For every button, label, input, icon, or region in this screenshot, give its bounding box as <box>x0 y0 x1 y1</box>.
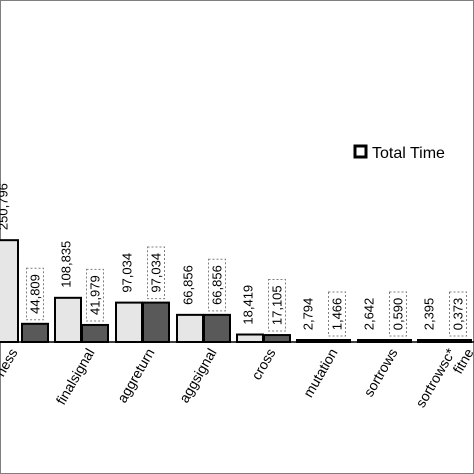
bar-series1-0 <box>0 239 19 343</box>
legend: Total Time <box>353 144 445 162</box>
legend-swatch-total-time <box>353 144 368 159</box>
value-label-series1-2: 97,034 <box>120 253 135 293</box>
value-labels-layer: 250,796 44,809 108,835 41,979 97,034 97,034 66… <box>0 183 467 337</box>
bar-total-time-0 <box>21 322 49 344</box>
legend-label-total-time: Total Time <box>372 145 445 162</box>
value-label-total-time-6: 0,590 <box>391 298 406 331</box>
value-label-total-time-4: 17,105 <box>270 285 285 325</box>
value-label-total-time-7: 0,373 <box>451 298 466 331</box>
value-label-total-time-2: 97,034 <box>149 253 164 293</box>
value-label-total-time-4-box <box>268 278 286 332</box>
bar-total-time-1 <box>81 323 109 343</box>
value-label-total-time-3: 66,856 <box>210 265 225 305</box>
value-label-total-time-1-box <box>86 268 104 322</box>
bar-total-time-3 <box>203 313 231 344</box>
value-label-total-time-7-box <box>449 291 467 337</box>
value-label-series1-5: 2,794 <box>301 298 316 331</box>
value-label-series1-0: 250,796 <box>0 183 11 230</box>
value-label-total-time-5: 1,466 <box>330 298 345 331</box>
value-label-total-time-0: 44,809 <box>28 274 43 314</box>
value-label-series1-7: 2,395 <box>422 298 437 331</box>
bar-series1-1 <box>54 296 82 343</box>
value-label-total-time-3-box <box>208 258 226 312</box>
value-label-series1-1: 108,835 <box>59 241 74 288</box>
value-label-total-time-6-box <box>389 291 407 337</box>
value-label-series1-3: 66,856 <box>181 265 196 305</box>
value-label-total-time-0-box <box>26 267 44 321</box>
value-label-total-time-5-box <box>328 291 346 337</box>
value-label-total-time-1: 41,979 <box>88 275 103 315</box>
value-label-series1-6: 2,642 <box>362 298 377 331</box>
value-label-total-time-2-box <box>147 246 165 300</box>
bar-total-time-4 <box>263 334 291 343</box>
value-label-series1-4: 18,419 <box>241 285 256 325</box>
bar-series1-3 <box>176 313 204 344</box>
bar-series1-2 <box>115 301 143 343</box>
bar-total-time-2 <box>142 301 170 343</box>
bar-series1-4 <box>236 333 264 343</box>
bars-layer <box>0 239 472 344</box>
